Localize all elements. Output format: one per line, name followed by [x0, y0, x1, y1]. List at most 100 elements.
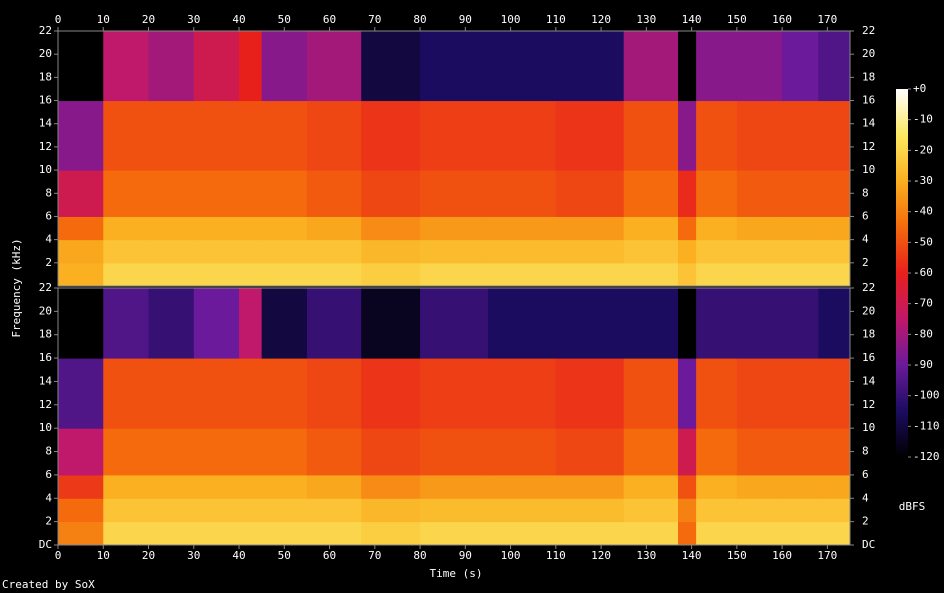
x-tick-label: 10: [97, 549, 110, 562]
heat-cell: [420, 239, 489, 264]
x-tick-label: 140: [682, 549, 702, 562]
heat-cell: [420, 288, 489, 359]
y-tick-label: 22: [39, 24, 52, 37]
heat-cell: [487, 288, 557, 359]
heat-cell: [623, 262, 679, 287]
heat-cell: [261, 474, 308, 499]
heat-cell: [361, 474, 421, 499]
y-tick-label: 16: [862, 94, 875, 107]
heat-cell: [555, 31, 625, 102]
colorbar-tick-label: -60: [913, 266, 933, 279]
y-tick-label: 4: [862, 491, 869, 504]
y-tick-label: 4: [45, 233, 52, 246]
x-tick-label: 110: [546, 549, 566, 562]
heat-cell: [361, 170, 421, 217]
y-tick-label: 8: [862, 186, 869, 199]
heat-cell: [782, 31, 819, 102]
heat-cell: [361, 521, 421, 546]
heat-cell: [239, 474, 263, 499]
heat-cell: [148, 358, 195, 429]
heat-cell: [818, 170, 851, 217]
y-tick-label: 6: [45, 209, 52, 222]
heat-cell: [58, 288, 104, 359]
heat-cell: [361, 100, 421, 171]
y-tick-label: 14: [39, 117, 53, 130]
heat-cell: [261, 239, 308, 264]
y-tick-label: 16: [39, 351, 52, 364]
heat-cell: [193, 262, 240, 287]
y-tick-label: 2: [45, 515, 52, 528]
heat-cell: [818, 358, 851, 429]
heat-cell: [696, 170, 738, 217]
y-tick-label: 4: [862, 233, 869, 246]
heat-cell: [736, 498, 783, 523]
y-tick-label: 12: [862, 398, 875, 411]
heat-cell: [103, 428, 150, 476]
heat-cell: [306, 100, 362, 171]
y-tick-label: 20: [862, 304, 875, 317]
heat-cell: [193, 474, 240, 499]
heat-cell: [736, 239, 783, 264]
colorbar-tick-label: -110: [913, 419, 940, 432]
heat-cell: [736, 100, 783, 171]
heat-cell: [623, 428, 679, 476]
y-tick-label: 2: [862, 515, 869, 528]
y-tick-label: 22: [39, 281, 52, 294]
heat-cell: [678, 288, 697, 359]
heat-cell: [193, 498, 240, 523]
heat-cell: [261, 428, 308, 476]
y-tick-label: 18: [39, 70, 52, 83]
colorbar-tick-label: -40: [913, 205, 933, 218]
heat-cell: [623, 216, 679, 241]
heat-cell: [239, 239, 263, 264]
heat-cell: [306, 288, 362, 359]
x-tick-label: 160: [772, 13, 792, 26]
heat-cell: [818, 100, 851, 171]
heat-cell: [818, 288, 851, 359]
heat-cell: [555, 474, 625, 499]
x-tick-label: 30: [187, 13, 200, 26]
y-tick-label: 8: [862, 445, 869, 458]
heat-cell: [361, 358, 421, 429]
heat-cell: [148, 239, 195, 264]
heat-cell: [103, 358, 150, 429]
heat-cell: [261, 31, 308, 102]
heat-cell: [420, 498, 489, 523]
heat-cell: [420, 216, 489, 241]
heat-cell: [58, 239, 104, 264]
y-tick-label: 2: [45, 256, 52, 269]
y-tick-label: 8: [45, 445, 52, 458]
y-tick-label: 20: [39, 47, 52, 60]
heat-cell: [261, 521, 308, 546]
heat-cell: [306, 428, 362, 476]
heat-cell: [306, 216, 362, 241]
heat-cell: [818, 474, 851, 499]
x-tick-label: 100: [501, 549, 521, 562]
heat-cell: [239, 288, 263, 359]
heat-cell: [193, 358, 240, 429]
heat-cell: [58, 100, 104, 171]
heat-cell: [306, 358, 362, 429]
heat-cell: [487, 31, 557, 102]
y-tick-label: 20: [39, 304, 52, 317]
heat-cell: [239, 358, 263, 429]
heat-cell: [782, 521, 819, 546]
heat-cell: [193, 288, 240, 359]
y-tick-label: 12: [39, 398, 52, 411]
heat-cell: [782, 100, 819, 171]
x-tick-label: 70: [368, 549, 381, 562]
y-tick-label: 22: [862, 24, 875, 37]
heat-cell: [361, 31, 421, 102]
x-tick-label: 100: [501, 13, 521, 26]
heat-cell: [696, 521, 738, 546]
y-tick-label: 14: [39, 374, 53, 387]
heat-cell: [103, 288, 150, 359]
heat-cell: [623, 288, 679, 359]
heat-cell: [58, 521, 104, 546]
y-tick-label: 16: [39, 94, 52, 107]
heat-cell: [239, 216, 263, 241]
x-tick-label: 120: [591, 13, 611, 26]
heat-cell: [555, 170, 625, 217]
heat-cell: [103, 498, 150, 523]
